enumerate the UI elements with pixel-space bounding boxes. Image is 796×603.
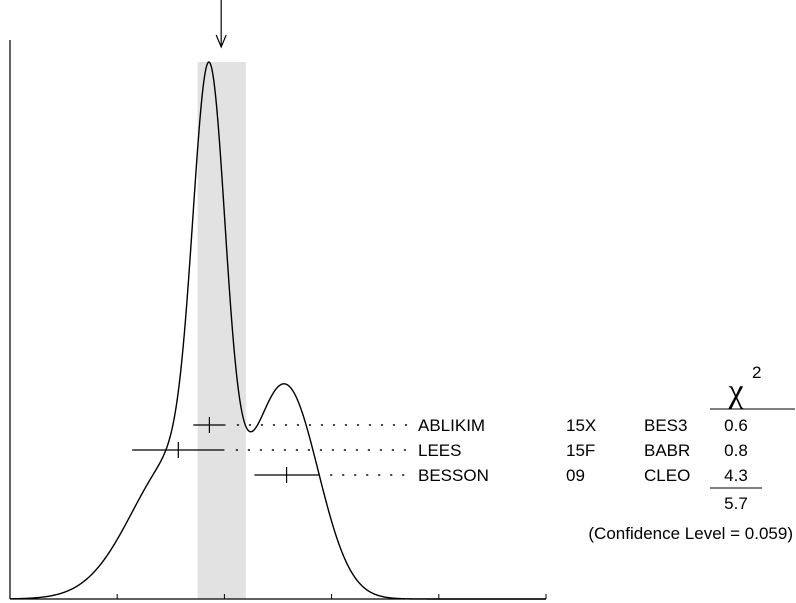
author-label: BESSON xyxy=(418,466,489,485)
ideogram-curve xyxy=(9,61,546,600)
year-label: 15F xyxy=(566,441,595,460)
average-arrow-head xyxy=(215,34,227,49)
chi2-value: 0.8 xyxy=(724,441,748,460)
average-band xyxy=(197,62,246,599)
experiment-label: CLEO xyxy=(644,466,690,485)
chi2-value: 0.6 xyxy=(724,416,748,435)
author-label: ABLIKIM xyxy=(418,416,485,435)
chi2-total: 5.7 xyxy=(724,494,748,513)
chi2-exponent: 2 xyxy=(752,363,761,382)
author-label: LEES xyxy=(418,441,461,460)
experiment-label: BABR xyxy=(644,441,690,460)
experiment-label: BES3 xyxy=(644,416,687,435)
chi2-value: 4.3 xyxy=(724,466,748,485)
year-label: 15X xyxy=(566,416,596,435)
year-label: 09 xyxy=(566,466,585,485)
chi2-symbol: χ xyxy=(727,373,743,410)
confidence-level-text: (Confidence Level = 0.059) xyxy=(588,524,793,543)
